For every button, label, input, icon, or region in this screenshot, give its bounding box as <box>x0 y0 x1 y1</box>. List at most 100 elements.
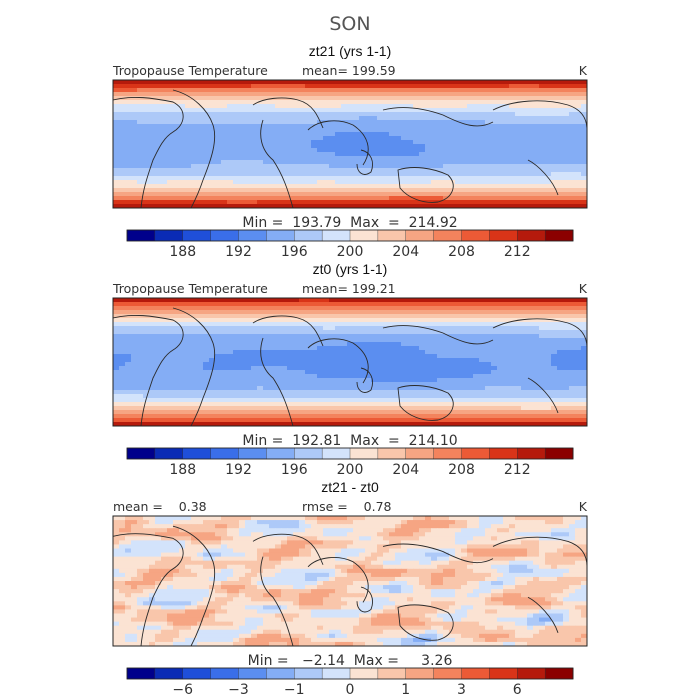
field-cell <box>377 302 384 307</box>
field-cell <box>575 144 582 149</box>
field-cell <box>395 410 402 415</box>
field-cell <box>245 322 252 327</box>
field-cell <box>473 390 480 395</box>
field-cell <box>167 330 174 335</box>
field-cell <box>461 386 468 391</box>
field-cell <box>239 164 246 169</box>
field-cell <box>263 318 270 323</box>
field-cell <box>269 160 276 165</box>
field-cell <box>563 366 570 371</box>
field-cell <box>569 124 576 129</box>
field-cell <box>551 124 558 129</box>
field-cell <box>437 96 444 101</box>
field-cell <box>419 378 426 383</box>
field-cell <box>221 80 228 85</box>
field-cell <box>245 180 252 185</box>
field-cell <box>167 414 174 419</box>
field-cell <box>575 180 582 185</box>
field-cell <box>203 418 210 423</box>
field-cell <box>155 128 162 133</box>
field-cell <box>425 188 432 193</box>
field-cell <box>251 168 258 173</box>
field-cell <box>299 104 306 109</box>
field-cell <box>371 358 378 363</box>
field-cell <box>293 88 300 93</box>
field-cell <box>209 398 216 403</box>
field-cell <box>311 164 318 169</box>
field-cell <box>383 394 390 399</box>
field-cell <box>455 362 462 367</box>
field-cell <box>479 366 486 371</box>
field-cell <box>335 132 342 137</box>
field-cell <box>419 406 426 411</box>
field-cell <box>431 124 438 129</box>
field-cell <box>143 88 150 93</box>
panel-left-label: Tropopause Temperature <box>112 281 268 296</box>
field-cell <box>185 152 192 157</box>
field-cell <box>155 406 162 411</box>
field-cell <box>155 302 162 307</box>
field-cell <box>581 88 587 93</box>
field-cell <box>275 342 282 347</box>
field-cell <box>425 128 432 133</box>
field-cell <box>149 152 156 157</box>
field-cell <box>461 338 468 343</box>
field-cell <box>533 362 540 367</box>
field-cell <box>185 96 192 101</box>
field-cell <box>539 330 546 335</box>
field-cell <box>527 140 534 145</box>
field-cell <box>125 108 132 113</box>
field-cell <box>251 302 258 307</box>
field-cell <box>431 156 438 161</box>
field-cell <box>497 192 504 197</box>
field-cell <box>557 180 564 185</box>
field-cell <box>119 172 126 177</box>
field-cell <box>461 112 468 117</box>
field-cell <box>137 152 144 157</box>
field-cell <box>515 200 522 205</box>
field-cell <box>419 358 426 363</box>
field-cell <box>389 302 396 307</box>
field-cell <box>551 306 558 311</box>
field-cell <box>269 302 276 307</box>
field-cell <box>365 108 372 113</box>
field-cell <box>527 164 534 169</box>
field-cell <box>251 314 258 319</box>
field-cell <box>509 160 516 165</box>
field-cell <box>221 116 228 121</box>
field-cell <box>335 330 342 335</box>
field-cell <box>245 188 252 193</box>
field-cell <box>485 192 492 197</box>
field-cell <box>209 188 216 193</box>
field-cell <box>215 192 222 197</box>
field-cell <box>119 168 126 173</box>
field-cell <box>515 362 522 367</box>
field-cell <box>323 414 330 419</box>
field-cell <box>323 84 330 89</box>
field-cell <box>539 354 546 359</box>
field-cell <box>125 362 132 367</box>
field-cell <box>527 148 534 153</box>
field-cell <box>491 132 498 137</box>
field-cell <box>377 152 384 157</box>
field-cell <box>365 120 372 125</box>
field-cell <box>563 314 570 319</box>
field-cell <box>299 298 306 303</box>
field-cell <box>431 148 438 153</box>
field-cell <box>185 176 192 181</box>
field-cell <box>551 168 558 173</box>
field-cell <box>473 200 480 205</box>
field-cell <box>311 192 318 197</box>
field-cell <box>335 100 342 105</box>
field-cell <box>539 394 546 399</box>
field-cell <box>323 164 330 169</box>
field-cell <box>269 414 276 419</box>
field-cell <box>257 204 264 208</box>
field-cell <box>275 192 282 197</box>
field-cell <box>149 370 156 375</box>
field-cell <box>329 370 336 375</box>
field-cell <box>425 366 432 371</box>
field-cell <box>473 350 480 355</box>
field-cell <box>299 192 306 197</box>
field-cell <box>389 406 396 411</box>
